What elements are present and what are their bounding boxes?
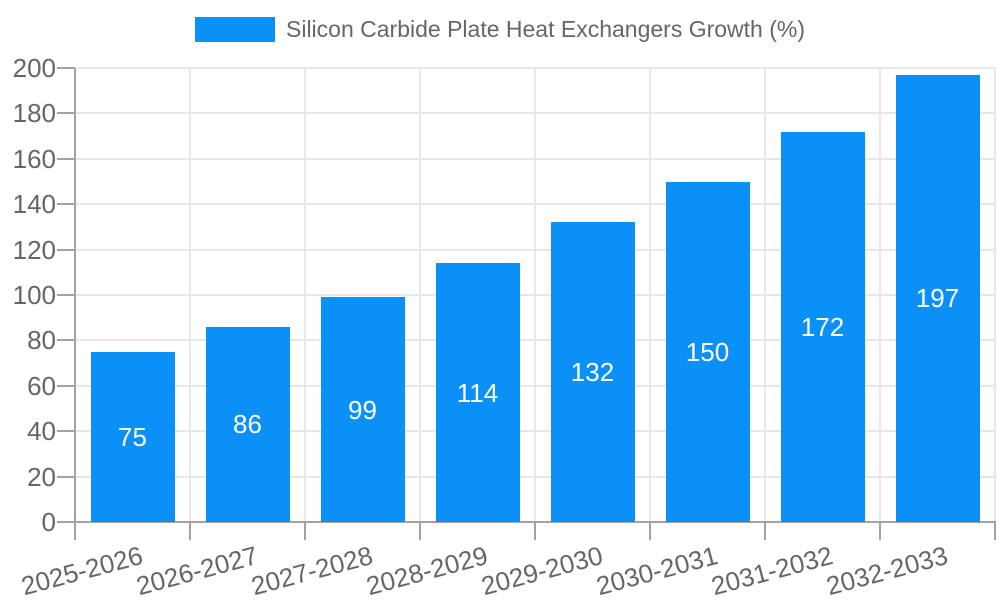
bar-2029-2030[interactable] [550,222,635,522]
bar-value-label: 150 [685,336,730,367]
x-axis-tick [649,522,651,540]
x-axis-tick [74,522,76,540]
x-tick-label: 2031-2032 [708,540,837,600]
bar-2031-2032[interactable] [780,131,865,522]
bar-2032-2033[interactable] [895,74,980,522]
y-axis-tick [57,475,75,478]
bar-2025-2026[interactable] [90,351,175,522]
x-tick-label: 2025-2026 [18,540,147,600]
bar-value-label: 197 [915,283,960,314]
y-axis-line [74,68,76,522]
y-tick-label: 80 [27,325,56,356]
x-tick-label: 2028-2029 [363,540,492,600]
gridline-vertical [419,68,421,522]
bar-value-label: 172 [800,311,845,342]
gridline-vertical [189,68,191,522]
bar-2030-2031[interactable] [665,181,750,522]
bar-value-label: 99 [348,394,377,425]
bar-2026-2027[interactable] [205,326,290,522]
y-axis-tick [57,294,75,296]
gridline-vertical [994,68,996,522]
x-tick-label: 2027-2028 [248,540,377,600]
y-tick-label: 100 [12,280,56,310]
y-axis-tick [57,203,75,206]
x-axis-tick [994,522,996,540]
y-tick-label: 200 [12,53,56,83]
y-tick-label: 0 [41,507,56,537]
legend-item[interactable]: Silicon Carbide Plate Heat Exchangers Gr… [194,16,806,43]
x-tick-label: 2032-2033 [823,540,952,600]
y-tick-label: 60 [27,370,56,401]
y-tick-label: 20 [27,461,56,492]
x-axis-tick [764,522,766,540]
y-tick-label: 160 [12,143,56,174]
bar-value-label: 75 [118,421,147,452]
bar-value-label: 114 [456,377,499,408]
y-axis-tick [57,521,75,523]
x-tick-label: 2026-2027 [133,540,262,600]
x-tick-label: 2030-2031 [593,540,722,600]
y-axis-tick [57,67,75,69]
y-tick-label: 140 [12,189,56,220]
x-axis-tick [304,522,306,540]
x-axis-tick [189,522,191,540]
y-axis-tick [57,248,75,251]
bar-value-label: 132 [570,357,615,388]
bar-2028-2029[interactable] [435,263,520,522]
y-axis-tick [57,384,75,387]
y-axis-tick [57,430,75,433]
y-axis-tick [57,157,75,160]
gridline-vertical [764,68,766,522]
y-axis-tick [57,112,75,115]
gridline-vertical [304,68,306,522]
y-tick-label: 180 [12,98,56,129]
y-axis-tick [57,339,75,342]
x-tick-label: 2029-2030 [478,540,607,600]
x-axis-tick [879,522,881,540]
bar-value-label: 86 [233,409,262,440]
y-tick-label: 40 [27,416,56,447]
bar-2027-2028[interactable] [320,297,405,522]
legend-label: Silicon Carbide Plate Heat Exchangers Gr… [285,16,806,42]
x-axis-tick [419,522,421,540]
y-tick-label: 120 [12,234,56,265]
gridline-vertical [534,68,536,522]
gridline-vertical [649,68,651,522]
gridline-vertical [879,68,881,522]
x-axis-tick [534,522,536,540]
legend-swatch [194,17,275,42]
